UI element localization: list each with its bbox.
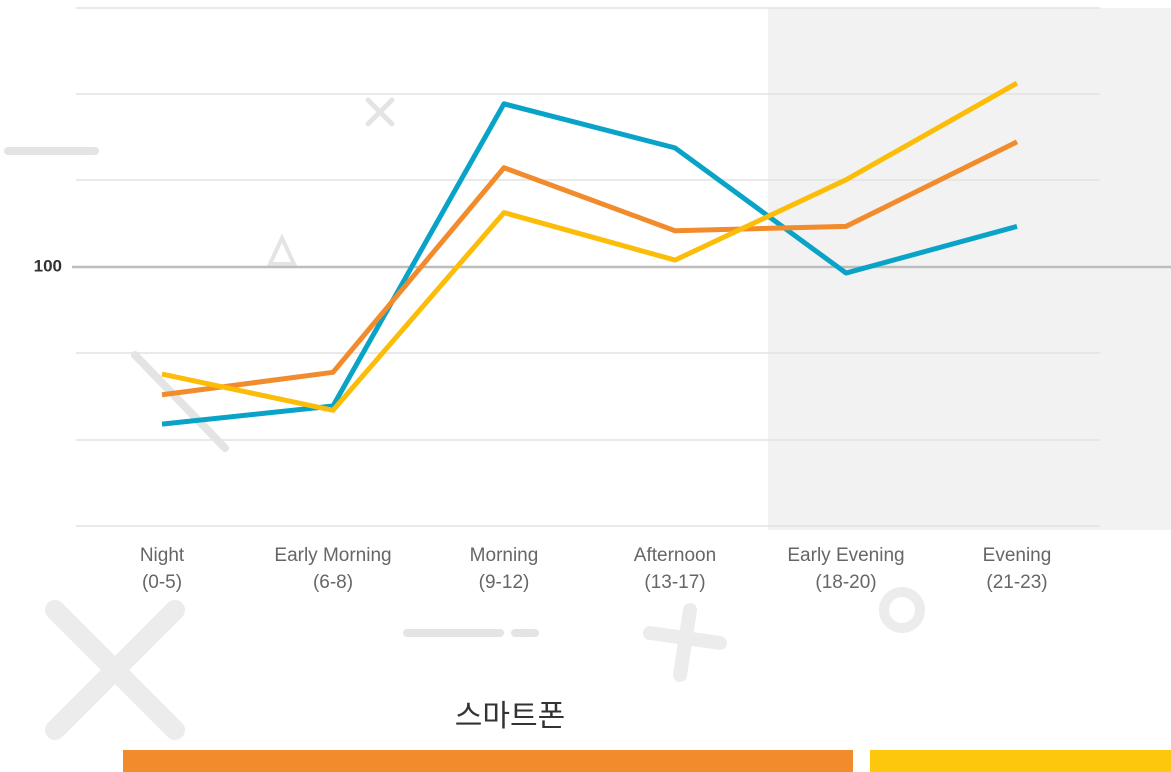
x-tick-label: (9-12) [479,572,530,593]
series-line [161,80,1019,413]
highlight-region [768,8,1171,530]
x-tick-label: Afternoon [634,545,716,566]
caption: 스마트폰 [455,700,565,733]
x-tick-label: Morning [470,545,539,566]
x-tick-label: Early Morning [274,545,391,566]
x-tick-label: (13-17) [644,572,705,593]
series-line [161,101,1018,427]
x-tick-label: (0-5) [142,572,182,593]
series-line [161,139,1019,398]
grid [76,7,1100,527]
footer-bar [123,750,853,772]
x-tick-label: (6-8) [313,572,353,593]
y-tick-label: 100 [34,256,62,275]
decorations [4,97,925,740]
x-tick-label: Evening [983,545,1052,566]
x-tick-label: Early Evening [787,545,904,566]
x-tick-label: Night [140,545,185,566]
x-tick-label: (21-23) [986,572,1047,593]
x-tick-label: (18-20) [815,572,876,593]
footer-bar [870,750,1171,772]
